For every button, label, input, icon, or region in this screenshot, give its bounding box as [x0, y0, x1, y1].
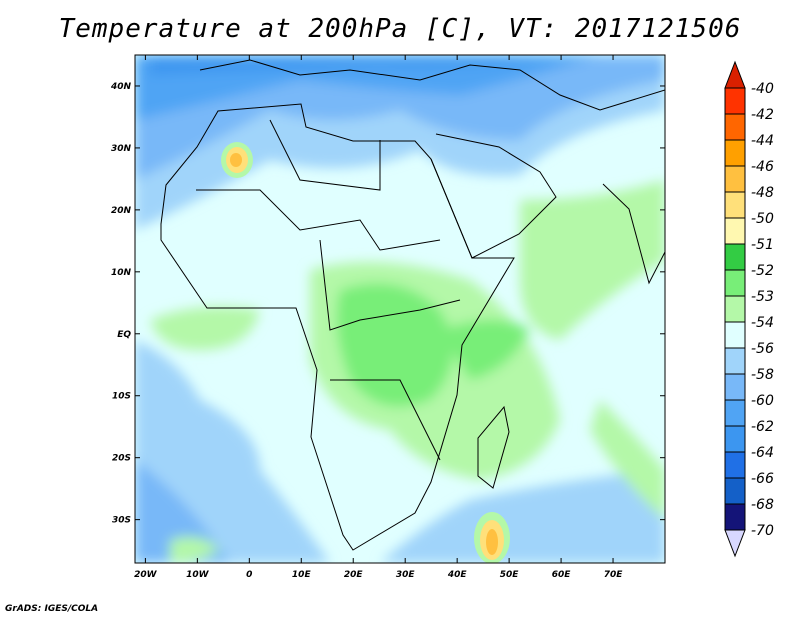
colorbar-label: -40	[751, 81, 774, 97]
warm-anomaly-south	[474, 512, 510, 563]
lon-label: 0	[246, 570, 252, 580]
colorbar-box	[724, 347, 746, 375]
lon-label: 60E	[552, 570, 572, 580]
lon-label: 50E	[500, 570, 520, 580]
map-frame	[134, 54, 666, 564]
colorbar-label: -48	[751, 185, 774, 201]
lon-label: 20W	[134, 570, 158, 580]
lat-label: 20N	[111, 206, 132, 216]
lon-label: 40E	[447, 570, 468, 580]
colorbar-box	[724, 269, 746, 297]
colorbar-label: -54	[751, 315, 774, 331]
colorbar-label: -50	[751, 211, 774, 227]
lon-label: 20E	[344, 570, 364, 580]
lon-label: 70E	[604, 570, 624, 580]
colorbar-box	[724, 191, 746, 219]
colorbar-label: -68	[751, 497, 774, 513]
colorbar-box	[724, 113, 746, 141]
lat-label: 10N	[111, 268, 132, 278]
colorbar-label: -46	[751, 159, 774, 175]
colorbar-box	[724, 451, 746, 479]
colorbar-box	[724, 373, 746, 401]
colorbar-label: -56	[751, 341, 774, 357]
lat-label: 30S	[112, 516, 131, 526]
coastlines	[160, 59, 665, 551]
lat-label: 20S	[112, 454, 131, 464]
colorbar-box	[724, 243, 746, 271]
colorbar-label: -66	[751, 471, 774, 487]
colorbar-label: -44	[751, 133, 774, 149]
colorbar-box	[724, 321, 746, 349]
colorbar-label: -58	[751, 367, 774, 383]
colorbar-under-triangle	[724, 529, 746, 558]
colorbar-label: -70	[751, 523, 774, 539]
colorbar-label: -60	[751, 393, 774, 409]
colorbar: -40 -42 -44 -46 -48 -50 -51 -52 -53 -54 -56 -58 -60 -…	[724, 60, 774, 558]
lon-label: 10E	[292, 570, 312, 580]
plot-title: Temperature at 200hPa [C], VT: 201712150…	[58, 14, 742, 44]
colorbar-box	[724, 425, 746, 453]
colorbar-box	[724, 399, 746, 427]
lon-label: 10W	[186, 570, 210, 580]
colorbar-over-triangle	[724, 60, 746, 89]
colorbar-label: -62	[751, 419, 774, 435]
lat-label: EQ	[117, 330, 131, 340]
lon-label: 30E	[396, 570, 416, 580]
colorbar-box	[724, 295, 746, 323]
colorbar-box	[724, 477, 746, 505]
temperature-field	[135, 55, 665, 563]
colorbar-label: -42	[751, 107, 774, 123]
colorbar-label: -51	[751, 237, 774, 253]
colorbar-label: -53	[751, 289, 774, 305]
lat-label: 10S	[112, 392, 131, 402]
lat-label: 40N	[110, 82, 132, 92]
colorbar-box	[724, 165, 746, 193]
colorbar-label: -64	[751, 445, 774, 461]
lat-label: 30N	[111, 144, 132, 154]
footer-credit: GrADS: IGES/COLA	[5, 604, 99, 614]
warm-anomaly-sahara	[221, 142, 253, 178]
colorbar-box	[724, 503, 746, 531]
colorbar-box	[724, 87, 746, 115]
colorbar-box	[724, 217, 746, 245]
colorbar-box	[724, 139, 746, 167]
colorbar-label: -52	[751, 263, 774, 279]
